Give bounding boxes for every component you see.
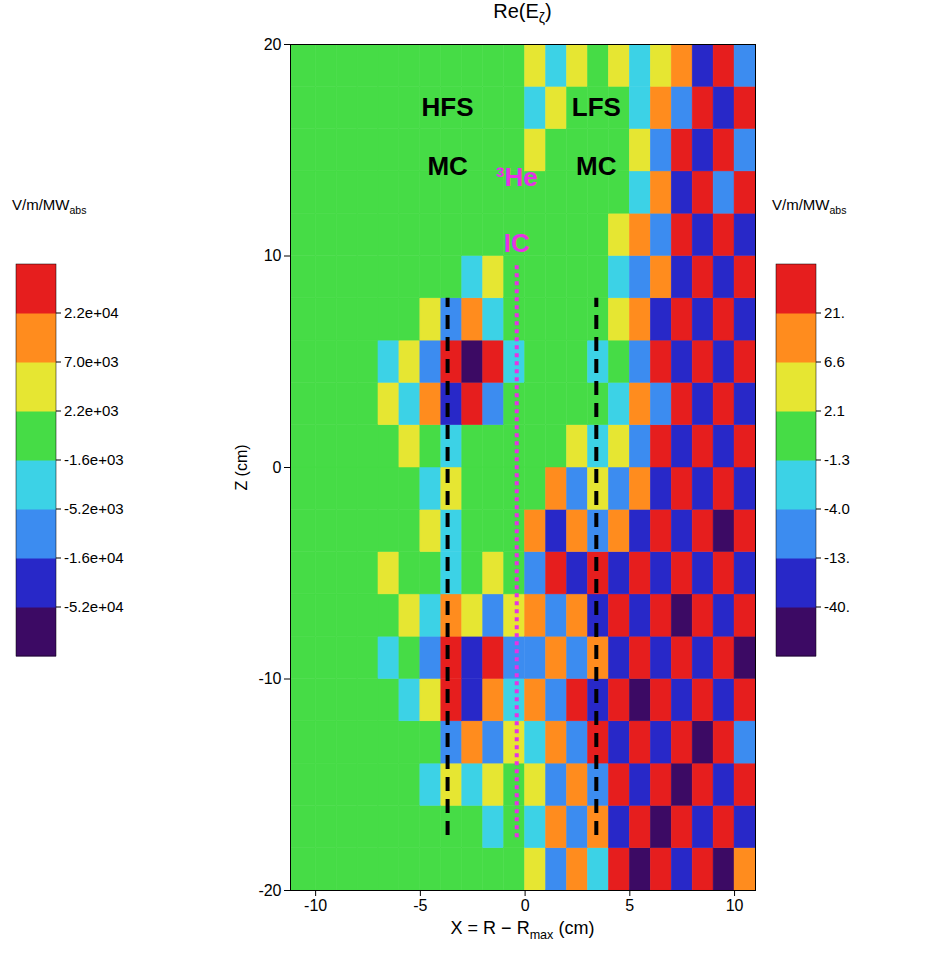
svg-text:-20: -20 [258, 882, 281, 899]
html-text:V/m/MWabs: V/m/MWabs [772, 196, 847, 216]
svg-text:7.0e+03: 7.0e+03 [64, 353, 119, 370]
svg-text:Z (cm): Z (cm) [233, 444, 250, 490]
svg-text:-5.2e+04: -5.2e+04 [64, 598, 124, 615]
svg-text:2.1: 2.1 [824, 402, 845, 419]
svg-text:-5: -5 [413, 897, 427, 914]
svg-text:-13.: -13. [824, 549, 850, 566]
svg-text:-10: -10 [304, 897, 327, 914]
svg-text:2.2e+04: 2.2e+04 [64, 304, 119, 321]
svg-text:10: 10 [264, 247, 282, 264]
html-text:V/m/MWabs: V/m/MWabs [12, 196, 87, 216]
svg-text:5: 5 [625, 897, 634, 914]
svg-text:HFS: HFS [422, 92, 474, 122]
svg-text:-5.2e+03: -5.2e+03 [64, 500, 124, 517]
svg-text:-1.6e+04: -1.6e+04 [64, 549, 124, 566]
svg-text:10: 10 [726, 897, 744, 914]
html-text:X = R − Rmax(cm): X = R − Rmax(cm) [450, 918, 595, 942]
svg-text:IC: IC [504, 228, 530, 258]
html-text:Re(Eζ): Re(Eζ) [493, 0, 552, 26]
svg-text:-4.0: -4.0 [824, 500, 850, 517]
svg-text:2.2e+03: 2.2e+03 [64, 402, 119, 419]
svg-text:MC: MC [427, 151, 468, 181]
svg-text:0: 0 [273, 459, 282, 476]
svg-text:21.: 21. [824, 304, 845, 321]
svg-text:0: 0 [521, 897, 530, 914]
svg-text:-10: -10 [258, 670, 281, 687]
svg-text:-1.6e+03: -1.6e+03 [64, 451, 124, 468]
svg-text:-1.3: -1.3 [824, 451, 850, 468]
svg-text:-40.: -40. [824, 598, 850, 615]
svg-text:6.6: 6.6 [824, 353, 845, 370]
svg-text:MC: MC [576, 151, 617, 181]
svg-text:LFS: LFS [572, 92, 621, 122]
svg-text:20: 20 [264, 36, 282, 53]
svg-text:³He: ³He [496, 162, 538, 192]
